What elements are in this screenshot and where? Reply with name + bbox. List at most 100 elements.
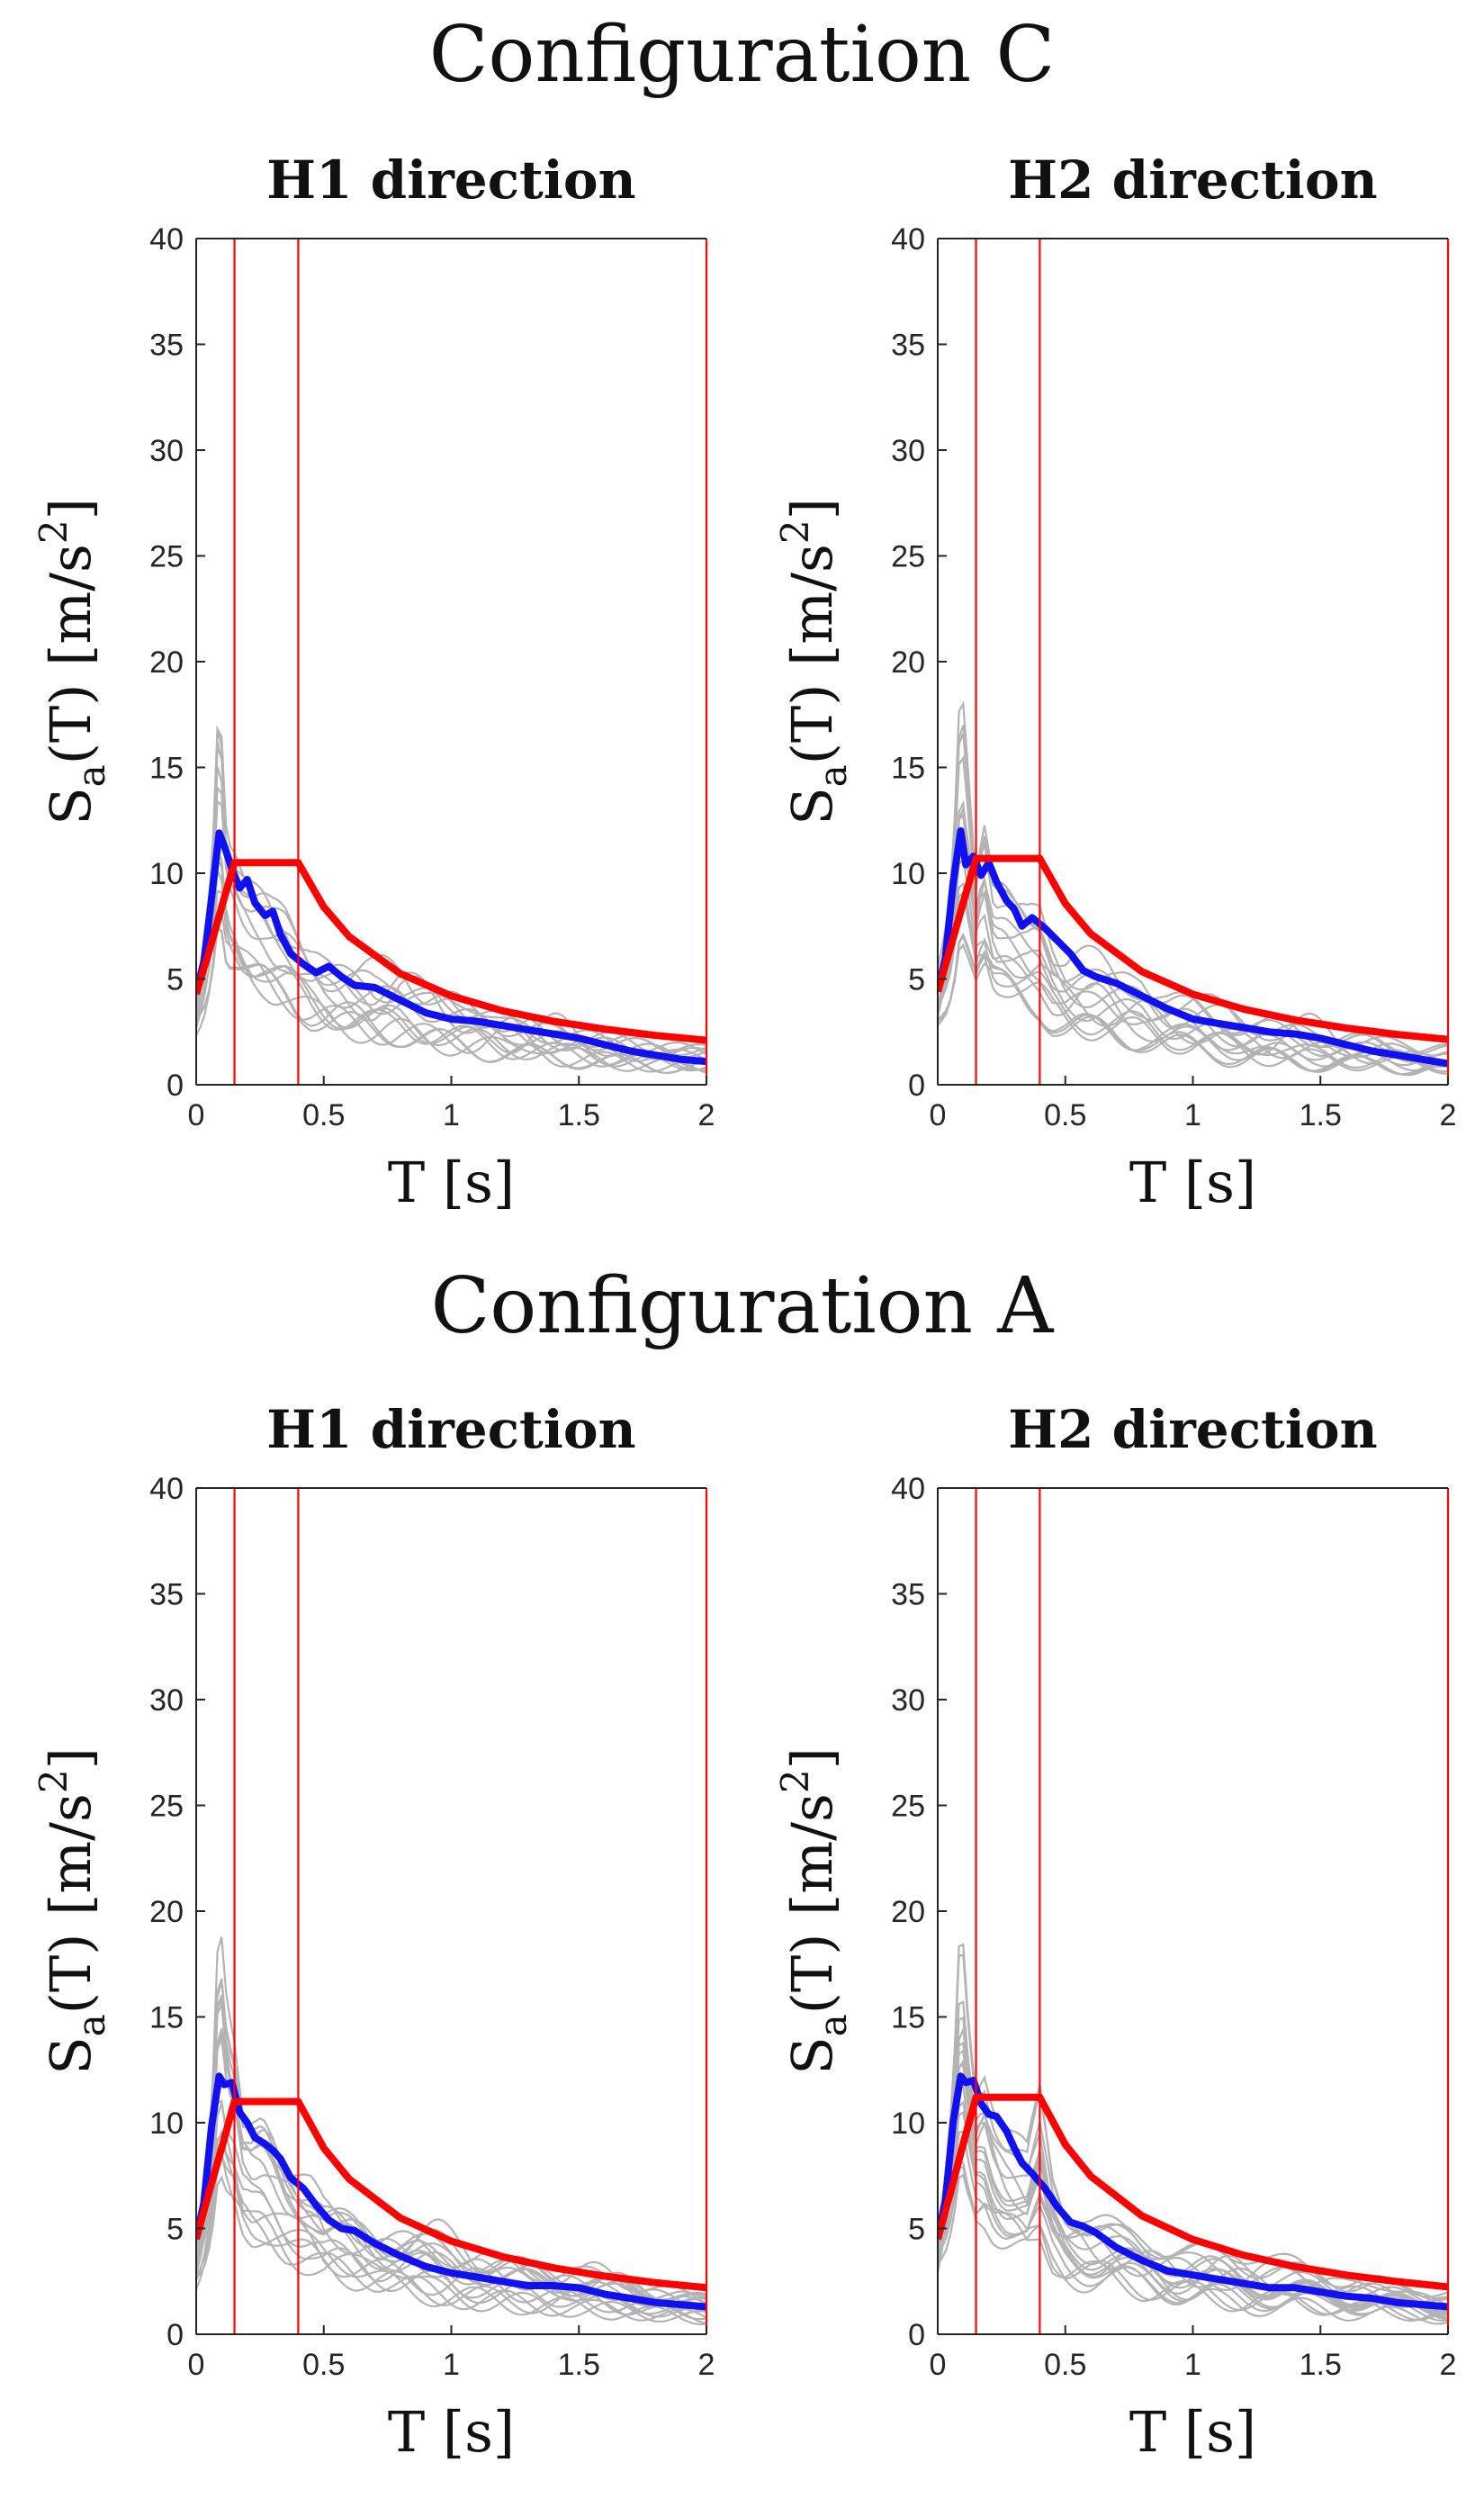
y-tick-label: 10 xyxy=(891,857,925,891)
y-tick-label: 0 xyxy=(908,1069,925,1103)
y-tick-label: 15 xyxy=(149,2001,184,2035)
chart-config-a-h2: H2 direction 0 5 10 15 20 25 30 35 40 0 0.5 1 1.5 2 T [… xyxy=(773,1399,1457,2465)
record-spectrum-line xyxy=(196,2152,706,2326)
y-axis-label-part: 2 xyxy=(773,1769,817,1793)
chart-config-a-h1: H1 direction 0 5 10 15 20 25 30 35 40 0 0.5 1 1.5 2 T [… xyxy=(31,1399,715,2465)
x-tick-label: 1 xyxy=(1184,1098,1201,1132)
x-tick-label: 0 xyxy=(930,2348,947,2382)
mean-spectrum-line xyxy=(196,829,706,1066)
target-spectrum-line xyxy=(938,854,1448,1043)
y-tick-label: 35 xyxy=(149,1578,184,1612)
y-axis-label-part: a xyxy=(69,2014,113,2036)
record-spectrum-line xyxy=(196,2037,706,2305)
chart-title: H2 direction xyxy=(1008,1399,1377,1460)
y-tick-label: 25 xyxy=(149,1790,184,1824)
record-spectrum-line xyxy=(938,2025,1448,2307)
y-tick-label: 20 xyxy=(891,645,925,680)
y-tick-label: 35 xyxy=(891,1578,925,1612)
y-axis-label-part: ] xyxy=(38,1747,103,1769)
y-tick-label: 0 xyxy=(908,2318,925,2352)
y-tick-label: 20 xyxy=(891,1895,925,1929)
y-tick-label: 40 xyxy=(891,222,925,257)
y-tick-label: 25 xyxy=(891,1790,925,1824)
plot-area xyxy=(196,725,706,1075)
plot-area xyxy=(938,700,1448,1077)
y-tick-label: 5 xyxy=(908,2213,925,2247)
x-tick-label: 1.5 xyxy=(558,1098,600,1132)
y-axis-label-part: S xyxy=(38,2036,103,2074)
y-tick-label: 40 xyxy=(149,222,184,257)
x-tick-label: 1 xyxy=(443,2348,460,2382)
y-tick-label: 10 xyxy=(149,857,184,891)
y-tick-label: 15 xyxy=(149,752,184,786)
x-tick-label: 1 xyxy=(1184,2348,1201,2382)
config-c-title: Configuration C xyxy=(428,10,1056,100)
y-axis-label-part: 2 xyxy=(773,519,817,544)
record-spectrum-line xyxy=(938,2058,1448,2309)
y-axis-label-part: (T) [m/s xyxy=(779,544,845,764)
y-tick-label: 15 xyxy=(891,2001,925,2035)
y-axis-label: Sa(T) [m/s2] xyxy=(31,1747,113,2075)
record-spectrum-line xyxy=(938,857,1448,1073)
y-tick-label: 5 xyxy=(166,2213,184,2247)
y-tick-label: 5 xyxy=(908,963,925,997)
y-tick-label: 30 xyxy=(149,1683,184,1718)
x-tick-label: 1 xyxy=(443,1098,460,1132)
record-spectrum-line xyxy=(938,2016,1448,2305)
x-tick-label: 0.5 xyxy=(302,1098,345,1132)
y-axis-label-part: (T) [m/s xyxy=(779,1793,845,2014)
x-tick-label: 2 xyxy=(1440,2348,1457,2382)
target-spectrum-line xyxy=(938,2093,1448,2291)
record-spectrum-line xyxy=(938,1953,1448,2302)
mean-spectrum-line xyxy=(938,2072,1448,2311)
record-spectrum-line xyxy=(196,2028,706,2307)
y-tick-label: 25 xyxy=(891,540,925,574)
y-tick-label: 30 xyxy=(149,434,184,468)
y-tick-label: 25 xyxy=(149,540,184,574)
y-tick-label: 0 xyxy=(166,1069,184,1103)
record-spectrum-line xyxy=(938,2049,1448,2314)
chart-title: H1 direction xyxy=(266,149,635,211)
chart-title: H2 direction xyxy=(1008,149,1377,211)
y-tick-label: 5 xyxy=(166,963,184,997)
record-spectrum-line xyxy=(938,943,1448,1077)
x-axis-label: T [s] xyxy=(1129,2399,1256,2465)
plot-area xyxy=(196,1936,706,2326)
record-spectrum-line xyxy=(938,725,1448,1056)
config-a-title: Configuration A xyxy=(430,1261,1054,1351)
y-axis-label-part: ] xyxy=(779,498,845,519)
y-axis-label-part: S xyxy=(38,787,103,825)
record-spectrum-line xyxy=(196,889,706,1074)
y-axis-label: Sa(T) [m/s2] xyxy=(773,498,855,825)
y-axis-label: Sa(T) [m/s2] xyxy=(773,1747,855,2075)
record-spectrum-line xyxy=(196,848,706,1072)
y-axis-label-part: (T) [m/s xyxy=(38,544,103,764)
record-spectrum-line xyxy=(196,2152,706,2322)
record-spectrum-line xyxy=(196,2034,706,2307)
x-tick-label: 2 xyxy=(698,1098,715,1132)
record-spectrum-line xyxy=(196,1936,706,2305)
x-tick-label: 0.5 xyxy=(1044,1098,1086,1132)
x-tick-label: 1.5 xyxy=(1300,2348,1342,2382)
x-tick-label: 1.5 xyxy=(1300,1098,1342,1132)
target-spectrum-line xyxy=(196,859,706,1044)
record-spectrum-line xyxy=(938,700,1448,1057)
y-axis-label-part: S xyxy=(779,2036,845,2074)
x-axis-label: T [s] xyxy=(388,2399,515,2465)
x-tick-label: 2 xyxy=(1440,1098,1457,1132)
x-axis-label: T [s] xyxy=(388,1150,515,1215)
record-spectrum-line xyxy=(938,808,1448,1067)
record-spectrum-line xyxy=(196,1997,706,2313)
y-tick-label: 10 xyxy=(891,2107,925,2141)
x-tick-label: 0.5 xyxy=(302,2348,345,2382)
y-axis-label: Sa(T) [m/s2] xyxy=(31,498,113,825)
record-spectrum-line xyxy=(938,2130,1448,2323)
x-tick-label: 0.5 xyxy=(1044,2348,1086,2382)
y-tick-label: 40 xyxy=(149,1472,184,1506)
y-tick-label: 35 xyxy=(891,329,925,363)
y-axis-label-part: a xyxy=(811,2014,855,2036)
y-axis-label-part: ] xyxy=(38,498,103,519)
record-spectrum-line xyxy=(196,870,706,1072)
y-axis-label-part: S xyxy=(779,787,845,825)
